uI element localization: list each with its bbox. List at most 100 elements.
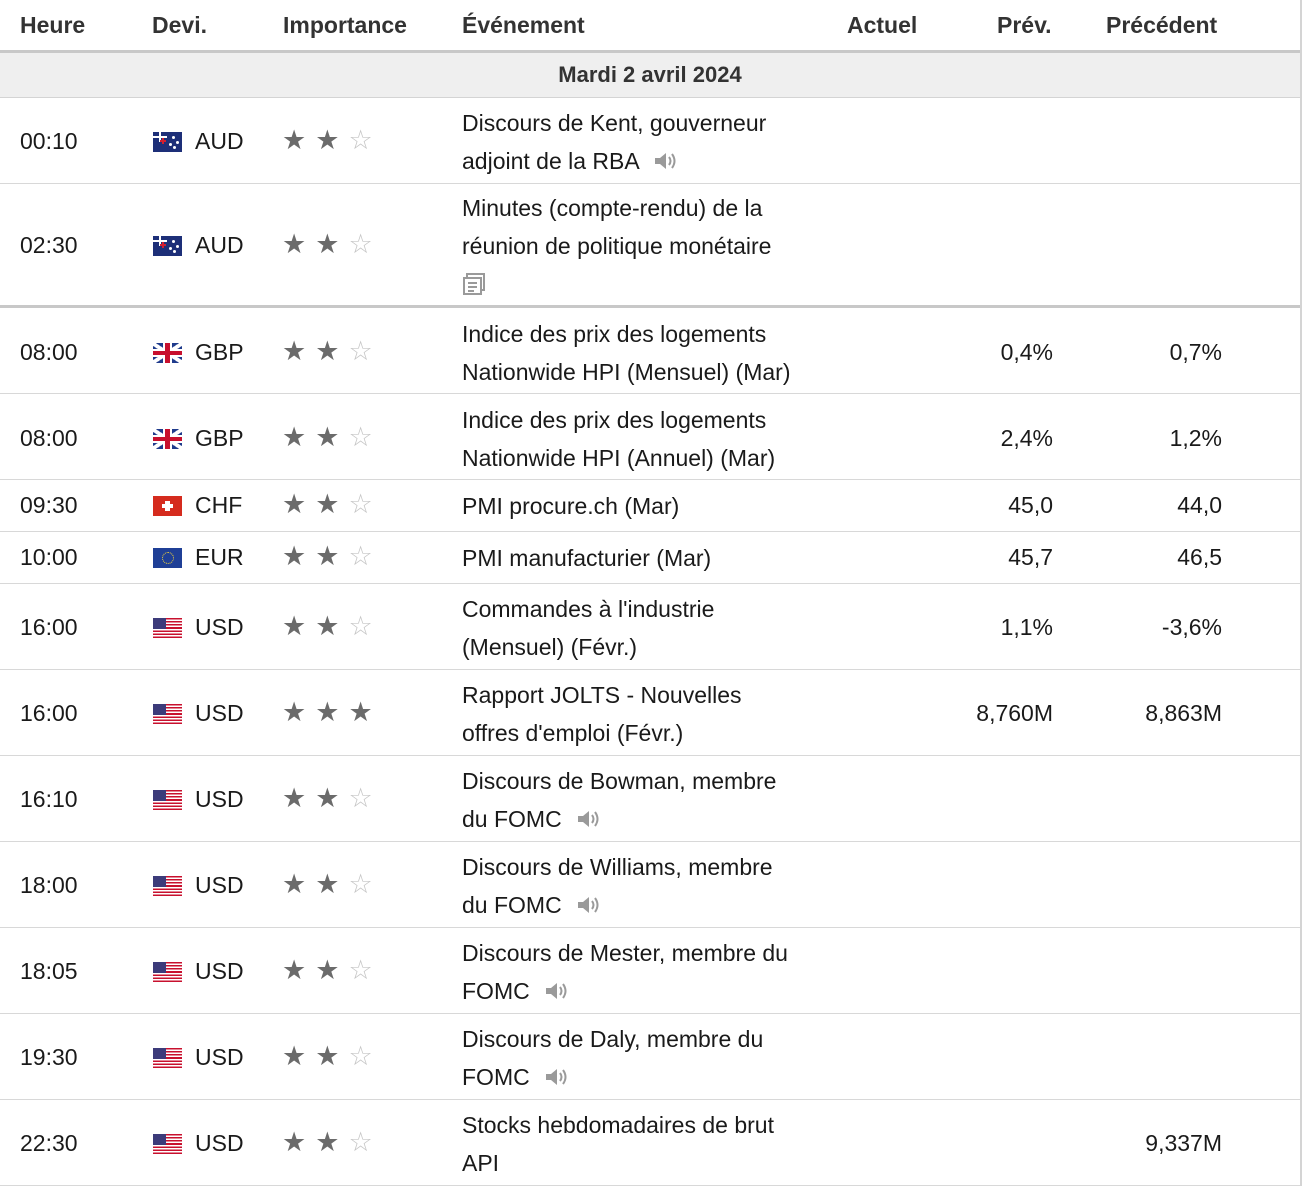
event-title[interactable]: Minutes (compte-rendu) de la réunion de p… — [462, 189, 822, 303]
currency-code: USD — [195, 614, 244, 640]
header-currency[interactable]: Devi. — [152, 12, 207, 38]
event-title-line: Rapport JOLTS - Nouvelles — [462, 682, 742, 708]
flag-usd-icon — [153, 1133, 182, 1154]
event-title[interactable]: Discours de Mester, membre du FOMC — [462, 934, 822, 1010]
event-forecast: 1,1% — [1000, 614, 1053, 640]
star-filled-icon: ★ — [315, 1041, 349, 1071]
header-importance[interactable]: Importance — [283, 12, 407, 38]
star-filled-icon: ★ — [282, 541, 316, 571]
event-time: 09:30 — [20, 492, 78, 518]
currency-code: USD — [195, 700, 244, 726]
event-title[interactable]: PMI manufacturier (Mar) — [462, 539, 822, 577]
star-empty-icon: ☆ — [348, 955, 382, 985]
currency-code: AUD — [195, 128, 244, 154]
event-title[interactable]: Discours de Bowman, membre du FOMC — [462, 762, 822, 838]
event-title[interactable]: Discours de Williams, membre du FOMC — [462, 848, 822, 924]
event-currency: CHF — [153, 492, 242, 519]
currency-code: AUD — [195, 232, 244, 258]
header-event[interactable]: Événement — [462, 12, 585, 38]
event-title[interactable]: Discours de Daly, membre du FOMC — [462, 1020, 822, 1096]
event-title[interactable]: Indice des prix des logements Nationwide … — [462, 401, 822, 477]
table-row[interactable]: 19:30 USD ★★☆ Discours de Daly, membre du FO… — [0, 1014, 1300, 1100]
event-title-line: du FOMC — [462, 800, 822, 838]
table-row[interactable]: 16:00 USD ★★☆ Commandes à l'industrie (Mensu… — [0, 584, 1300, 670]
star-empty-icon: ☆ — [348, 869, 382, 899]
speaker-icon[interactable] — [544, 1066, 570, 1088]
event-title-line: (Mensuel) (Févr.) — [462, 634, 638, 660]
table-row[interactable]: 22:30 USD ★★☆ Stocks hebdomadaires de brut A… — [0, 1100, 1300, 1186]
event-title-line: Indice des prix des logements — [462, 407, 767, 433]
speaker-icon[interactable] — [576, 894, 602, 916]
event-time: 16:00 — [20, 700, 78, 726]
importance-rating: ★★☆ — [282, 785, 382, 812]
event-currency: USD — [153, 700, 244, 727]
star-empty-icon: ☆ — [348, 229, 382, 259]
star-filled-icon: ★ — [348, 697, 382, 727]
speaker-icon[interactable] — [576, 808, 602, 830]
importance-rating: ★★☆ — [282, 1043, 382, 1070]
star-empty-icon: ☆ — [348, 541, 382, 571]
currency-code: CHF — [195, 492, 243, 518]
event-currency: GBP — [153, 339, 244, 366]
event-title-line — [462, 265, 822, 303]
event-title-line: Discours de Kent, gouverneur — [462, 110, 767, 136]
event-title[interactable]: Discours de Kent, gouverneur adjoint de l… — [462, 104, 822, 180]
event-title-line: Discours de Bowman, membre — [462, 768, 777, 794]
star-filled-icon: ★ — [315, 611, 349, 641]
header-previous[interactable]: Précédent — [1106, 12, 1218, 38]
table-row[interactable]: 16:00 USD ★★★ Rapport JOLTS - Nouvelles offr… — [0, 670, 1300, 756]
star-filled-icon: ★ — [315, 336, 349, 366]
table-row[interactable]: 09:30 CHF ★★☆ PMI procure.ch (Mar) 45,0 44,0 — [0, 480, 1300, 532]
event-title-line: réunion de politique monétaire — [462, 233, 772, 259]
header-time[interactable]: Heure — [20, 12, 86, 38]
currency-code: USD — [195, 872, 244, 898]
table-row[interactable]: 00:10 AUD ★★☆ Discours de Kent, gouverneur a… — [0, 98, 1300, 184]
star-empty-icon: ☆ — [348, 489, 382, 519]
table-row[interactable]: 02:30 AUD ★★☆ Minutes (compte-rendu) de la r… — [0, 184, 1300, 308]
event-title[interactable]: Indice des prix des logements Nationwide … — [462, 315, 822, 391]
event-title[interactable]: Commandes à l'industrie (Mensuel) (Févr.) — [462, 590, 822, 666]
event-currency: AUD — [153, 232, 244, 259]
importance-rating: ★★☆ — [282, 957, 382, 984]
event-list: 00:10 AUD ★★☆ Discours de Kent, gouverneur a… — [0, 98, 1300, 1186]
event-forecast: 8,760M — [976, 700, 1053, 726]
star-filled-icon: ★ — [282, 229, 316, 259]
event-title-line: Discours de Daly, membre du — [462, 1026, 764, 1052]
document-icon[interactable] — [462, 272, 486, 296]
speaker-icon[interactable] — [653, 150, 679, 172]
star-filled-icon: ★ — [282, 422, 316, 452]
importance-rating: ★★☆ — [282, 338, 382, 365]
table-header: Heure Devi. Importance Événement Actuel … — [0, 0, 1300, 53]
flag-eur-icon — [153, 547, 182, 568]
table-row[interactable]: 08:00 GBP ★★☆ Indice des prix des logements… — [0, 394, 1300, 480]
event-title[interactable]: Stocks hebdomadaires de brut API — [462, 1106, 822, 1182]
event-previous: 9,337M — [1145, 1130, 1222, 1156]
event-title-line: Indice des prix des logements — [462, 321, 767, 347]
flag-gbp-icon — [153, 428, 182, 449]
table-row[interactable]: 18:00 USD ★★☆ Discours de Williams, membre d… — [0, 842, 1300, 928]
importance-rating: ★★★ — [282, 699, 382, 726]
event-title-line: FOMC — [462, 972, 822, 1010]
flag-usd-icon — [153, 617, 182, 638]
star-filled-icon: ★ — [282, 783, 316, 813]
event-title-line: Discours de Williams, membre — [462, 854, 773, 880]
header-forecast[interactable]: Prév. — [997, 12, 1052, 38]
event-title-line: Nationwide HPI (Mensuel) (Mar) — [462, 359, 791, 385]
speaker-icon[interactable] — [544, 980, 570, 1002]
event-title[interactable]: Rapport JOLTS - Nouvelles offres d'emploi… — [462, 676, 822, 752]
star-filled-icon: ★ — [315, 541, 349, 571]
star-empty-icon: ☆ — [348, 125, 382, 155]
event-title[interactable]: PMI procure.ch (Mar) — [462, 487, 822, 525]
star-filled-icon: ★ — [315, 489, 349, 519]
star-filled-icon: ★ — [282, 611, 316, 641]
table-row[interactable]: 10:00 EUR ★★☆ PMI manufacturier (Mar) 45,7 46… — [0, 532, 1300, 584]
event-previous: 8,863M — [1145, 700, 1222, 726]
flag-aud-icon — [153, 235, 182, 256]
header-actual[interactable]: Actuel — [847, 12, 918, 38]
currency-code: GBP — [195, 425, 244, 451]
table-row[interactable]: 16:10 USD ★★☆ Discours de Bowman, membre du … — [0, 756, 1300, 842]
table-row[interactable]: 18:05 USD ★★☆ Discours de Mester, membre du… — [0, 928, 1300, 1014]
flag-usd-icon — [153, 961, 182, 982]
event-previous: 1,2% — [1169, 425, 1222, 451]
table-row[interactable]: 08:00 GBP ★★☆ Indice des prix des logements… — [0, 308, 1300, 394]
